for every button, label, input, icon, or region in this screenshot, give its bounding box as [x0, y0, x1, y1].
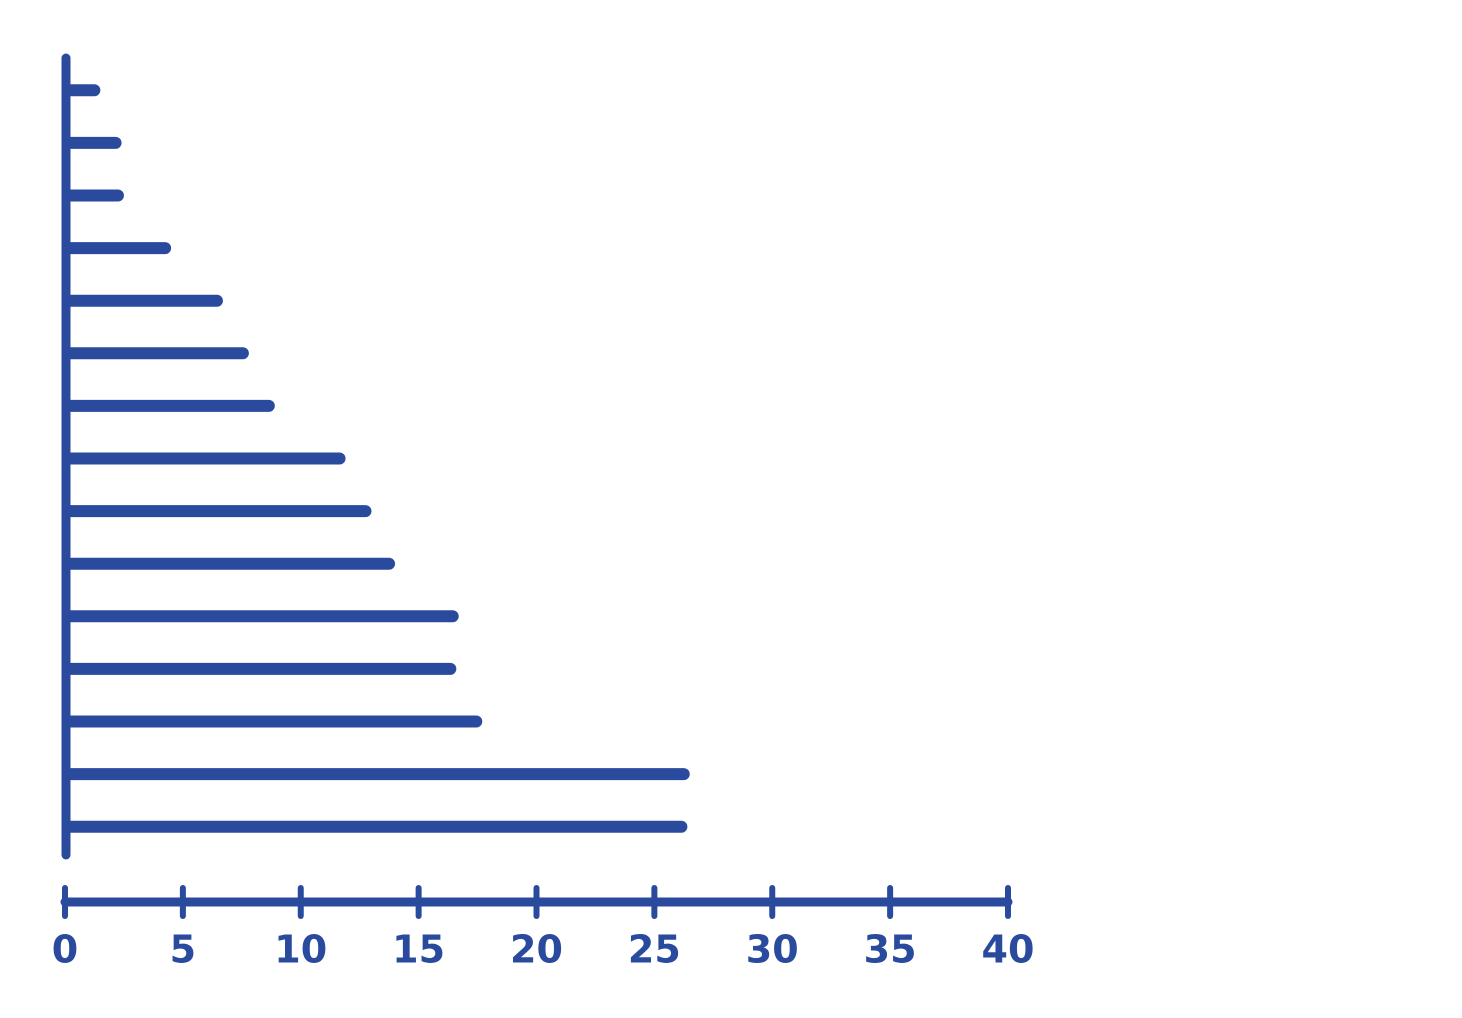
- bar: [65, 662, 457, 675]
- bar: [65, 557, 396, 570]
- x-tick-label: 15: [392, 928, 445, 972]
- x-tick-label: 5: [170, 928, 196, 972]
- bar: [65, 820, 688, 833]
- bar: [65, 610, 459, 623]
- bar: [65, 136, 122, 149]
- bar: [65, 294, 223, 307]
- bar: [65, 347, 249, 360]
- bar: [65, 242, 172, 255]
- bar: [65, 715, 483, 728]
- x-tick-label: 40: [982, 928, 1035, 972]
- bar: [65, 84, 101, 97]
- bar: [65, 452, 346, 465]
- x-tick-label: 35: [864, 928, 917, 972]
- x-tick-label: 20: [510, 928, 563, 972]
- bar: [65, 505, 372, 518]
- bar: [65, 768, 690, 781]
- bar: [65, 399, 275, 412]
- x-tick-label: 0: [52, 928, 78, 972]
- bar: [65, 189, 124, 202]
- x-tick-label: 10: [274, 928, 327, 972]
- x-tick-label: 25: [628, 928, 681, 972]
- x-tick-label: 30: [746, 928, 799, 972]
